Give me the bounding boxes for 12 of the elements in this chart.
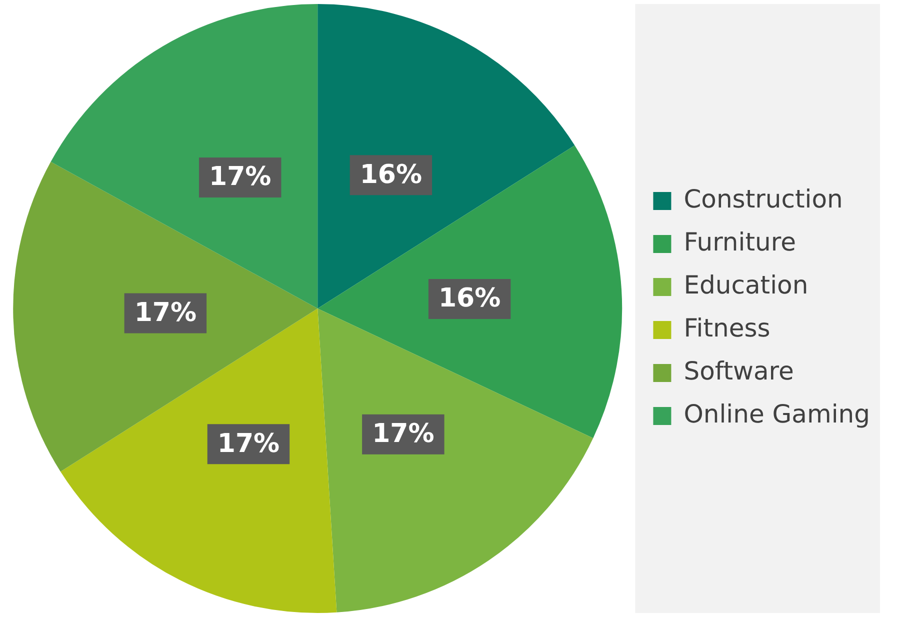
legend-label: Education <box>684 270 808 300</box>
data-label: 17% <box>372 419 434 450</box>
data-label: 16% <box>360 160 422 190</box>
legend-label: Construction <box>684 184 843 214</box>
legend-label: Software <box>684 356 794 386</box>
legend-label: Furniture <box>684 228 796 256</box>
data-label: 17% <box>208 162 272 192</box>
legend-label: Online Gaming <box>684 400 870 428</box>
legend-label: Fitness <box>684 314 770 342</box>
data-label: 17% <box>134 298 197 328</box>
data-label: 16% <box>438 284 501 314</box>
data-label: 17% <box>217 428 280 459</box>
